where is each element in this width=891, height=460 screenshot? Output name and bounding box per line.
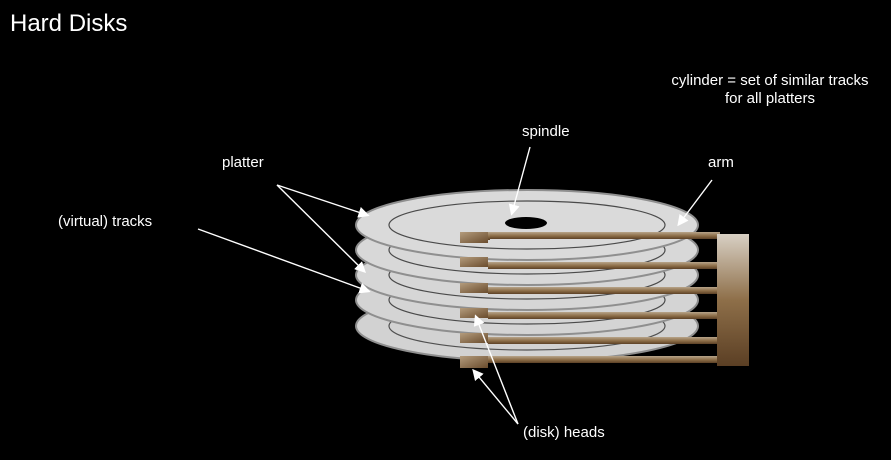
heads-arrow-1 (473, 314, 519, 425)
disk-head-bottom (460, 356, 488, 368)
arm-block (717, 234, 749, 366)
platter-arrow-1 (276, 184, 370, 218)
label-spindle: spindle (522, 123, 570, 140)
disk-head-5 (460, 333, 488, 343)
cylinder-definition-line-1: cylinder = set of similar tracks (671, 72, 869, 89)
arm-rod-2 (488, 262, 720, 269)
callout-lines (197, 146, 713, 425)
label-arm: arm (708, 154, 734, 171)
arm-assembly (460, 232, 749, 368)
label-virtual-tracks: (virtual) tracks (58, 213, 153, 230)
label-cylinder-definition: cylinder = set of similar tracks for all… (651, 72, 889, 108)
platter-arrow-2 (276, 184, 366, 273)
arm-rod-4 (488, 312, 720, 319)
spindle-hole (505, 217, 547, 229)
tracks-arrow (197, 228, 371, 294)
arm-rod-1 (488, 232, 720, 239)
disk-head-4 (460, 308, 488, 318)
arm-rod-5 (488, 337, 720, 344)
arm-arrow (677, 179, 713, 227)
arm-rod-3 (488, 287, 720, 294)
cylinder-definition-line-2: for all platters (724, 90, 816, 107)
disk-head-3 (460, 283, 488, 293)
platter-stack (355, 189, 699, 362)
track-1 (388, 200, 666, 250)
slide-title: Hard Disks (10, 10, 128, 37)
arm-rod-6 (488, 356, 720, 363)
disk-head-top (460, 232, 488, 243)
spindle-arrow (508, 146, 531, 216)
disk-head-2 (460, 257, 488, 267)
label-disk-heads: (disk) heads (523, 424, 605, 441)
label-platter: platter (222, 154, 264, 171)
heads-arrow-2 (472, 368, 519, 425)
